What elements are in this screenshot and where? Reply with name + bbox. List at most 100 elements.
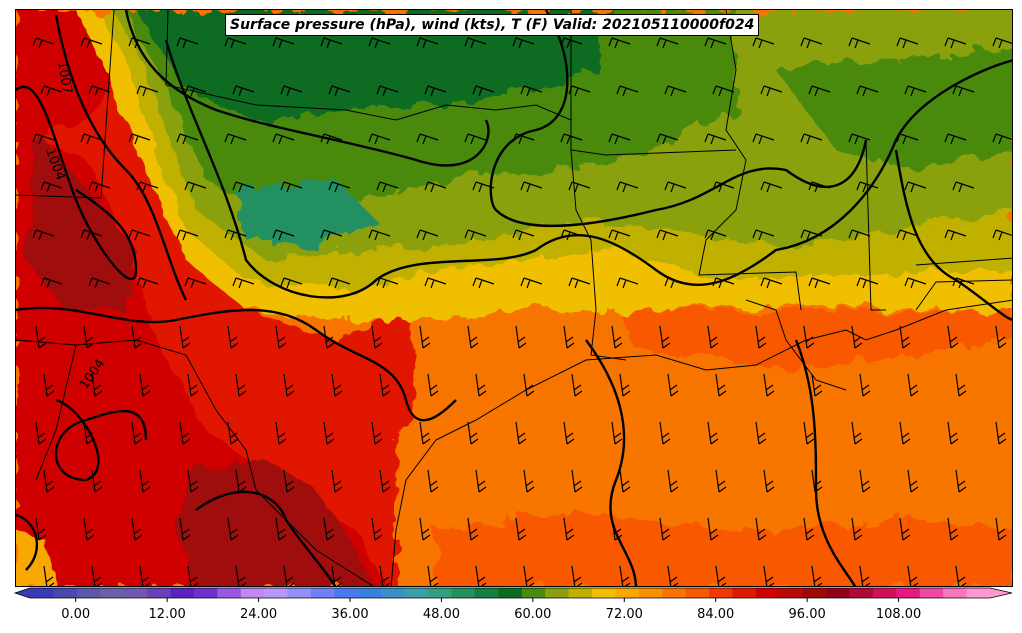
map-panel: 1007 1004 1004 [15, 9, 1013, 587]
colorbar-cell [615, 588, 640, 598]
colorbar-cell [872, 588, 897, 598]
wind-barb [851, 517, 863, 541]
wind-barb [568, 85, 591, 97]
colorbar-cell [287, 588, 312, 598]
map-title: Surface pressure (hPa), wind (kts), T (F… [225, 14, 760, 36]
colorbar-tick-label: 48.00 [422, 607, 461, 622]
wind-barb [328, 85, 351, 97]
wind-barb [424, 277, 447, 289]
wind-barb [755, 421, 767, 445]
wind-barb [952, 181, 975, 193]
wind-barb [331, 469, 343, 493]
colorbar-cell [100, 588, 125, 598]
colorbar-extend-min [15, 588, 30, 598]
wind-barb [752, 229, 775, 241]
colorbar-cell [521, 588, 546, 598]
wind-barb [896, 37, 919, 49]
colorbar-cell [849, 588, 874, 598]
wind-barb [800, 37, 823, 49]
wind-barb [368, 229, 391, 241]
wind-barb [608, 37, 631, 49]
wind-barb [419, 325, 431, 349]
wind-barb [707, 421, 719, 445]
wind-barb [320, 37, 343, 49]
wind-barb [136, 85, 159, 97]
colorbar-tick-label: 96.00 [788, 607, 826, 622]
wind-barb [899, 517, 911, 541]
wind-barb [467, 421, 479, 445]
wind-barb [368, 37, 391, 49]
wind-barb [88, 181, 111, 193]
wind-barb [184, 277, 207, 289]
wind-barb [667, 565, 679, 586]
colorbar-cell [685, 588, 710, 598]
wind-barb [419, 421, 431, 445]
wind-barb [379, 565, 391, 586]
wind-barb [283, 373, 295, 397]
wind-barb [848, 229, 871, 241]
wind-barb [368, 133, 391, 145]
wind-barb [851, 325, 863, 349]
wind-barb [616, 85, 639, 97]
wind-barb [283, 565, 295, 586]
wind-barb [752, 133, 775, 145]
wind-barb [803, 421, 815, 445]
wind-barb [712, 181, 735, 193]
wind-barb [611, 517, 623, 541]
wind-barb [859, 565, 871, 586]
wind-barb [88, 85, 111, 97]
wind-barb [952, 85, 975, 97]
wind-barb [467, 325, 479, 349]
colorbar-cell [310, 588, 335, 598]
wind-barb [427, 373, 439, 397]
wind-barb [520, 181, 543, 193]
wind-barb [947, 325, 959, 349]
wind-barb [667, 469, 679, 493]
wind-barb [40, 181, 63, 193]
wind-barb [763, 373, 775, 397]
wind-barb [616, 181, 639, 193]
wind-barb [664, 85, 687, 97]
wind-barb [91, 565, 103, 586]
isobar-label: 1007 [54, 60, 75, 95]
wind-barb [376, 85, 399, 97]
wind-barb [656, 37, 679, 49]
wind-barb [944, 37, 967, 49]
wind-barb [475, 469, 487, 493]
wind-barb [907, 469, 919, 493]
wind-barb [616, 277, 639, 289]
wind-barb [656, 229, 679, 241]
wind-barb [995, 517, 1007, 541]
wind-barb [856, 85, 879, 97]
colorbar-cell [404, 588, 429, 598]
colorbar-cell [240, 588, 265, 598]
wind-barb [992, 229, 1012, 241]
wind-barb [184, 85, 207, 97]
wind-barb [560, 133, 583, 145]
wind-barb [227, 421, 239, 445]
colorbar-outline [13, 587, 1013, 599]
wind-barb [464, 229, 487, 241]
wind-barb [83, 325, 95, 349]
wind-barb [944, 133, 967, 145]
colorbar-cell [76, 588, 101, 598]
wind-barb [280, 277, 303, 289]
wind-barb [187, 469, 199, 493]
colorbar-cell [709, 588, 733, 598]
colorbar-cell [474, 588, 499, 598]
wind-barb [712, 277, 735, 289]
isobars [16, 10, 1012, 586]
wind-barb [376, 181, 399, 193]
colorbar-cell [334, 588, 359, 598]
wind-barb [955, 565, 967, 586]
wind-barb [947, 517, 959, 541]
wind-barb [80, 37, 103, 49]
wind-barb [83, 421, 95, 445]
colorbar-tick-label: 60.00 [514, 607, 552, 622]
wind-barb [656, 133, 679, 145]
weather-map: 1007 1004 1004 [16, 10, 1012, 586]
wind-barb [563, 421, 575, 445]
wind-barb [904, 181, 927, 193]
wind-barb [808, 181, 831, 193]
wind-barb [179, 517, 191, 541]
